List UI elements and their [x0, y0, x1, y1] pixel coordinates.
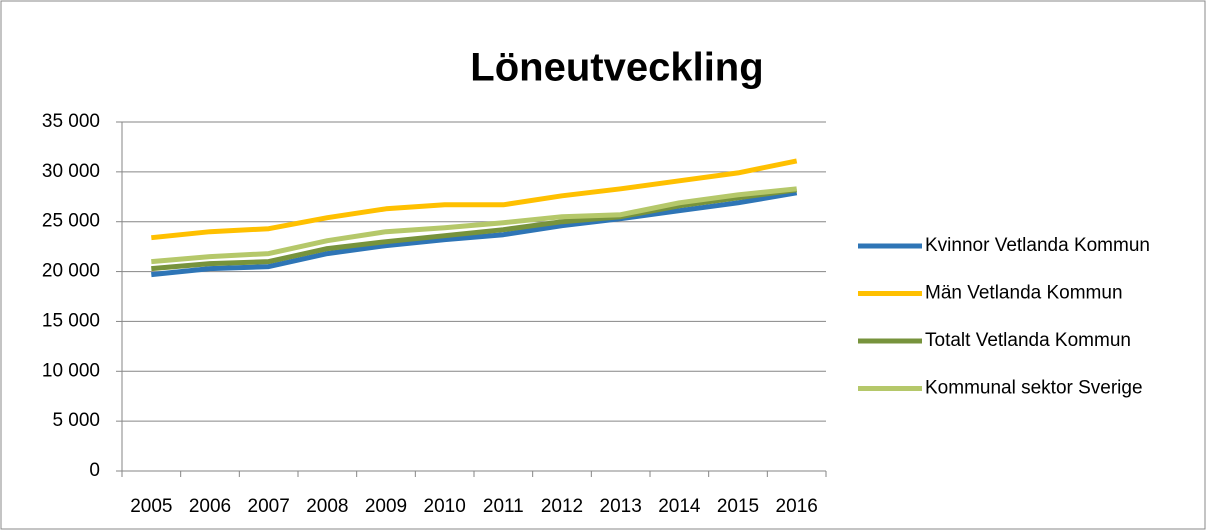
x-tick-label: 2012 — [541, 496, 583, 517]
y-tick-label: 0 — [89, 460, 100, 481]
x-tick-label: 2011 — [483, 496, 524, 517]
y-tick-label: 25 000 — [42, 211, 100, 232]
x-tick-label: 2006 — [189, 496, 231, 517]
series-line — [151, 187, 798, 272]
x-tick-label: 2014 — [658, 496, 701, 517]
y-tick-label: 10 000 — [42, 360, 100, 381]
series-line — [151, 186, 797, 265]
legend-label: Män Vetlanda Kommun — [925, 283, 1123, 304]
y-tick-label: 5 000 — [52, 410, 100, 431]
y-tick-label: 30 000 — [42, 161, 100, 182]
y-tick-label: 15 000 — [42, 310, 100, 331]
legend-label: Kvinnor Vetlanda Kommun — [925, 235, 1150, 256]
x-tick-label: 2007 — [248, 496, 290, 517]
series-line — [151, 158, 798, 241]
legend-label: Totalt Vetlanda Kommun — [925, 330, 1131, 351]
series-line — [151, 190, 798, 278]
x-tick-label: 2009 — [365, 496, 407, 517]
x-tick-label: 2005 — [130, 496, 172, 517]
x-tick-label: 2016 — [776, 496, 818, 517]
chart-title: Löneutveckling — [470, 46, 763, 90]
x-tick-label: 2008 — [306, 496, 348, 517]
y-tick-label: 35 000 — [42, 111, 100, 132]
legend-label: Kommunal sektor Sverige — [925, 378, 1143, 399]
x-tick-label: 2010 — [424, 496, 466, 517]
x-tick-label: 2015 — [717, 496, 759, 517]
x-tick-label: 2013 — [600, 496, 642, 517]
y-tick-label: 20 000 — [42, 261, 100, 282]
